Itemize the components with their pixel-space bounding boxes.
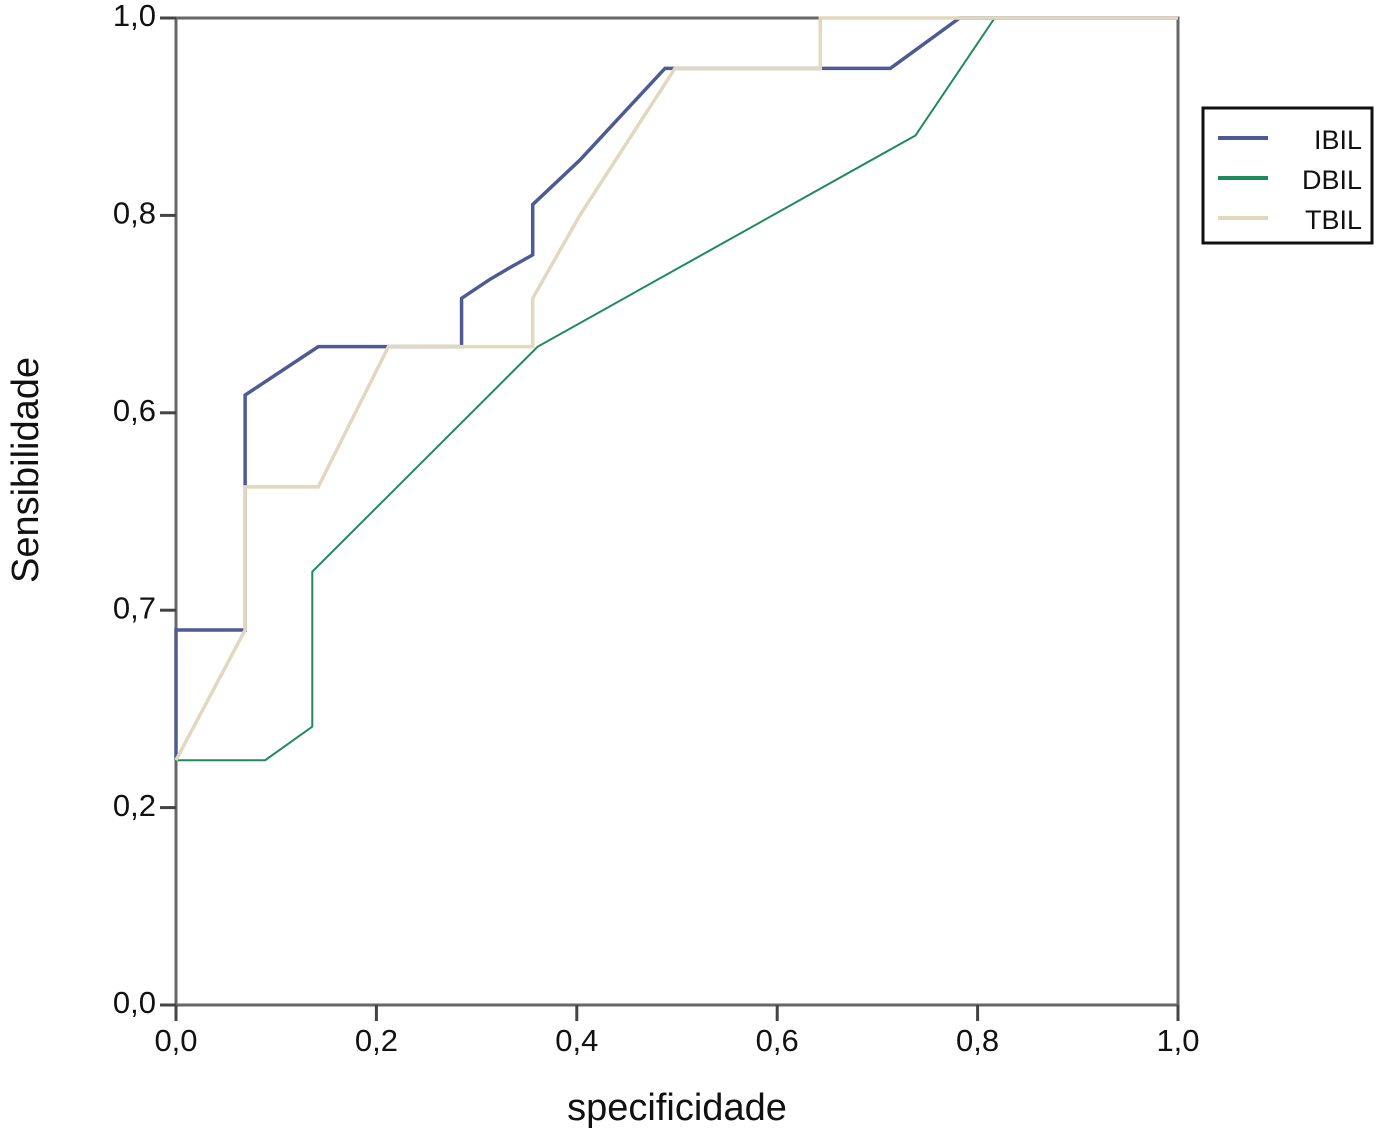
roc-line (174, 16, 1178, 762)
plot-frame (174, 16, 1180, 1007)
y-tick-label: 0,6 (113, 393, 156, 428)
roc-line (176, 17, 1178, 762)
roc-line (174, 16, 1178, 761)
x-axis-label: specificidade (567, 1087, 787, 1129)
legend-label: IBIL (1314, 125, 1362, 155)
x-tick-label: 0,8 (956, 1023, 999, 1058)
x-tick-label: 0,0 (154, 1023, 197, 1058)
y-tick-label: 0,7 (113, 590, 156, 625)
x-tick-label: 1,0 (1156, 1023, 1199, 1058)
y-tick-label: 0,2 (113, 788, 156, 823)
legend-label: DBIL (1302, 165, 1362, 195)
y-tick-label: 0,8 (113, 196, 156, 231)
legend-label: TBIL (1305, 205, 1362, 235)
y-tick-label: 0,0 (113, 985, 156, 1020)
legend-box (1201, 106, 1374, 245)
x-tick-label: 0,2 (355, 1023, 398, 1058)
x-tick-label: 0,4 (555, 1023, 598, 1058)
y-axis-label: Sensibilidade (5, 357, 47, 583)
x-tick-label: 0,6 (756, 1023, 799, 1058)
y-tick-label: 1,0 (113, 0, 156, 33)
